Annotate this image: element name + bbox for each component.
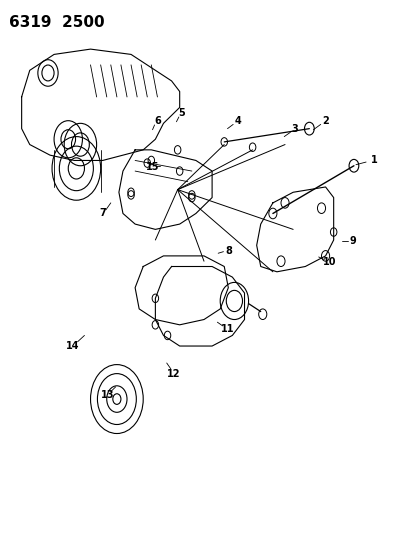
Text: 13: 13 [101, 390, 114, 400]
Text: 10: 10 [323, 257, 336, 267]
Text: 4: 4 [235, 116, 242, 126]
Text: 5: 5 [178, 108, 185, 118]
Text: 6319  2500: 6319 2500 [9, 14, 105, 30]
Text: 14: 14 [66, 341, 79, 351]
Text: 1: 1 [371, 156, 377, 165]
Text: 2: 2 [322, 116, 329, 126]
Text: 12: 12 [167, 369, 180, 378]
Text: 15: 15 [146, 162, 159, 172]
Text: 8: 8 [225, 246, 232, 256]
Text: 6: 6 [154, 116, 161, 126]
Text: 11: 11 [221, 324, 234, 334]
Text: 9: 9 [350, 236, 357, 246]
Text: 3: 3 [292, 124, 299, 134]
Text: 7: 7 [99, 208, 106, 219]
